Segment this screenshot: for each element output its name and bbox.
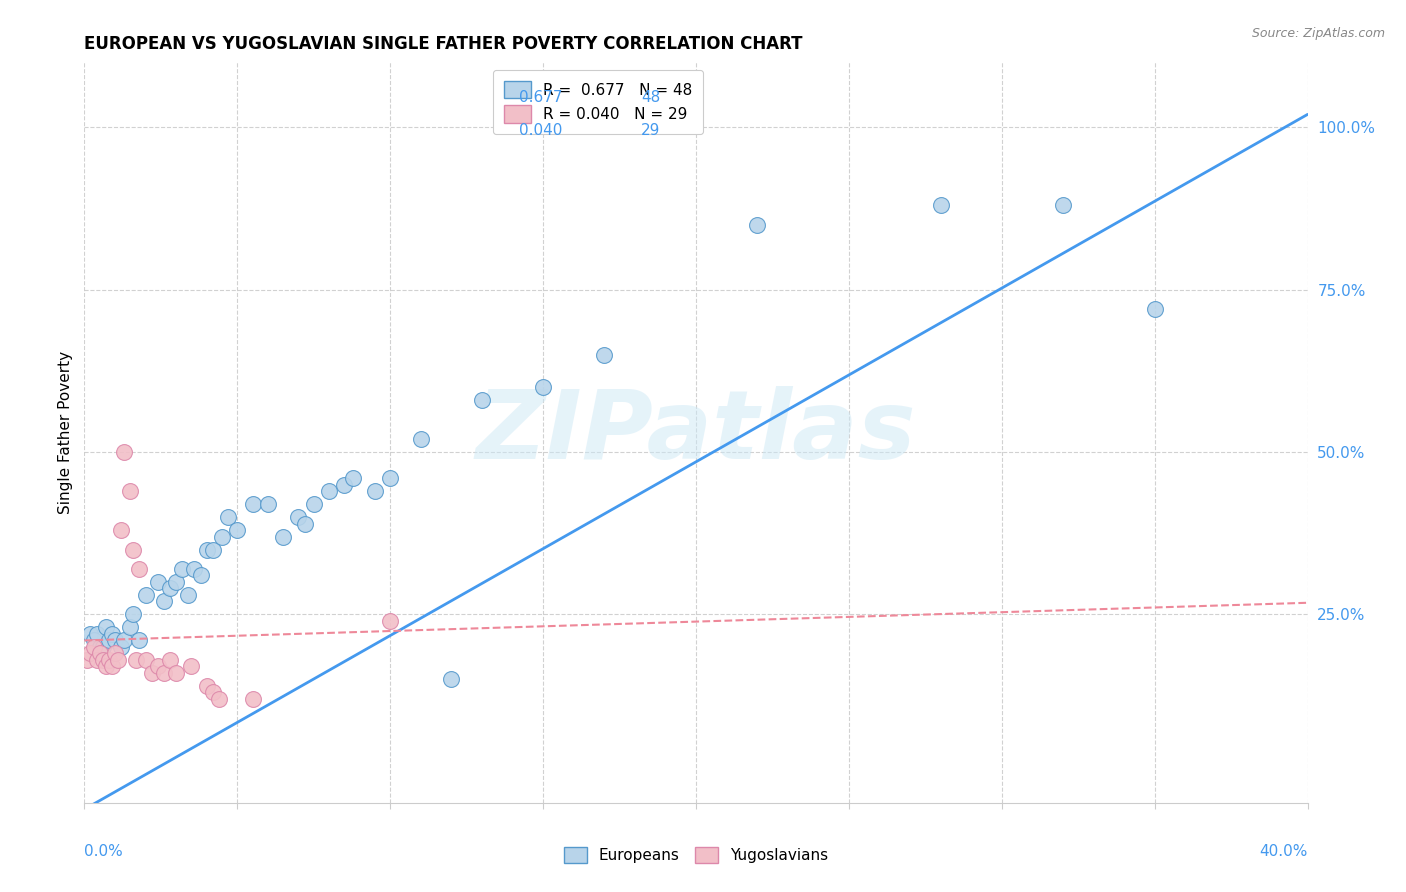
Point xyxy=(104,647,127,661)
Text: 0.677: 0.677 xyxy=(519,90,562,104)
Point xyxy=(217,510,239,524)
Point xyxy=(128,633,150,648)
Point xyxy=(101,659,124,673)
Point xyxy=(333,477,356,491)
Text: 0.0%: 0.0% xyxy=(84,844,124,858)
Point xyxy=(79,627,101,641)
Point xyxy=(91,640,114,654)
Point xyxy=(86,653,108,667)
Point xyxy=(120,484,142,499)
Point xyxy=(380,614,402,628)
Point xyxy=(409,432,432,446)
Point xyxy=(929,198,952,212)
Legend: Europeans, Yugoslavians: Europeans, Yugoslavians xyxy=(558,841,834,869)
Point xyxy=(125,653,148,667)
Point xyxy=(128,562,150,576)
Point xyxy=(195,542,218,557)
Point xyxy=(153,594,176,608)
Text: ZIPatlas: ZIPatlas xyxy=(475,386,917,479)
Point xyxy=(146,659,169,673)
Point xyxy=(271,529,294,543)
Point xyxy=(165,574,187,589)
Point xyxy=(141,665,163,680)
Point xyxy=(440,673,463,687)
Point xyxy=(146,574,169,589)
Point xyxy=(342,471,364,485)
Point xyxy=(211,529,233,543)
Point xyxy=(159,653,181,667)
Point xyxy=(183,562,205,576)
Point xyxy=(153,665,176,680)
Point xyxy=(76,653,98,667)
Point xyxy=(94,659,117,673)
Point xyxy=(380,471,402,485)
Point xyxy=(112,445,135,459)
Point xyxy=(302,497,325,511)
Point xyxy=(190,568,212,582)
Point xyxy=(94,620,117,634)
Point xyxy=(1143,302,1166,317)
Point xyxy=(83,640,105,654)
Point xyxy=(83,633,105,648)
Text: 0.040: 0.040 xyxy=(519,123,562,138)
Point xyxy=(110,523,132,537)
Point xyxy=(97,653,120,667)
Point xyxy=(471,393,494,408)
Point xyxy=(226,523,249,537)
Point xyxy=(593,348,616,362)
Point xyxy=(91,653,114,667)
Point xyxy=(135,653,157,667)
Point xyxy=(531,380,554,394)
Point xyxy=(242,692,264,706)
Point xyxy=(364,484,387,499)
Point xyxy=(79,647,101,661)
Text: 40.0%: 40.0% xyxy=(1260,844,1308,858)
Point xyxy=(89,640,111,654)
Point xyxy=(318,484,340,499)
Point xyxy=(201,542,224,557)
Point xyxy=(208,692,231,706)
Point xyxy=(110,640,132,654)
Point xyxy=(104,633,127,648)
Point xyxy=(177,588,200,602)
Point xyxy=(135,588,157,602)
Text: Source: ZipAtlas.com: Source: ZipAtlas.com xyxy=(1251,27,1385,40)
Point xyxy=(159,582,181,596)
Point xyxy=(180,659,202,673)
Point xyxy=(122,607,145,622)
Point xyxy=(257,497,280,511)
Point xyxy=(112,633,135,648)
Point xyxy=(165,665,187,680)
Point xyxy=(747,218,769,232)
Point xyxy=(242,497,264,511)
Point xyxy=(86,627,108,641)
Point xyxy=(172,562,194,576)
Point xyxy=(1052,198,1074,212)
Point xyxy=(97,633,120,648)
Text: 29: 29 xyxy=(641,123,661,138)
Point xyxy=(89,647,111,661)
Point xyxy=(122,542,145,557)
Point xyxy=(195,679,218,693)
Point xyxy=(201,685,224,699)
Y-axis label: Single Father Poverty: Single Father Poverty xyxy=(58,351,73,514)
Point xyxy=(287,510,309,524)
Point xyxy=(294,516,316,531)
Point xyxy=(120,620,142,634)
Point xyxy=(101,627,124,641)
Text: 48: 48 xyxy=(641,90,661,104)
Point xyxy=(107,653,129,667)
Text: EUROPEAN VS YUGOSLAVIAN SINGLE FATHER POVERTY CORRELATION CHART: EUROPEAN VS YUGOSLAVIAN SINGLE FATHER PO… xyxy=(84,35,803,53)
